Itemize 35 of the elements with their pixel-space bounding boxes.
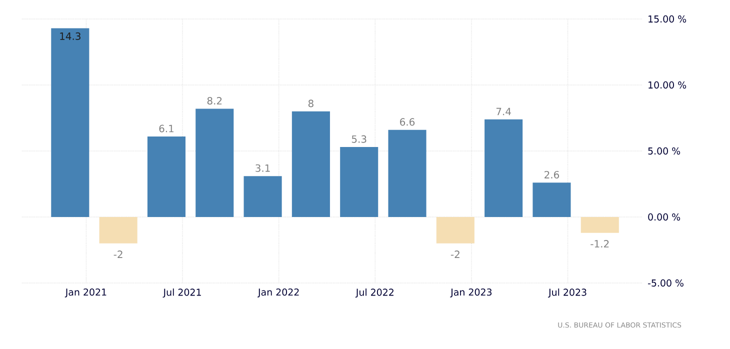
y-tick-label: 5.00 % <box>648 147 680 155</box>
data-label: -2 <box>114 250 122 258</box>
bar <box>388 130 426 217</box>
data-label: -1.2 <box>590 240 609 248</box>
data-label: 6.1 <box>159 124 174 132</box>
bar <box>532 182 571 217</box>
data-label: 6.6 <box>400 118 415 126</box>
y-tick-label: 15.00 % <box>648 15 686 23</box>
bar <box>340 147 378 217</box>
data-label: -2 <box>450 250 460 258</box>
y-tick-label: 10.00 % <box>648 81 686 89</box>
bar <box>147 136 186 217</box>
bar <box>292 111 330 217</box>
bar <box>244 176 282 217</box>
data-label: 2.6 <box>544 170 560 178</box>
y-tick-label: -5.00 % <box>648 279 684 287</box>
bar <box>436 217 474 244</box>
x-tick-label: Jan 2021 <box>64 288 106 298</box>
bar <box>196 108 234 217</box>
x-tick-label: Jan 2023 <box>450 288 492 298</box>
x-tick-label: Jul 2021 <box>162 288 201 298</box>
data-label: 7.4 <box>496 108 511 116</box>
data-label: 14.3 <box>60 32 80 40</box>
data-label: 8.2 <box>207 97 222 105</box>
bar <box>580 217 619 233</box>
data-label: 8 <box>308 100 314 108</box>
data-label: 3.1 <box>256 164 270 172</box>
x-tick-label: Jan 2022 <box>258 288 299 298</box>
bar <box>51 28 90 217</box>
data-label: 5.3 <box>352 135 366 143</box>
x-tick-label: Jul 2023 <box>548 288 586 298</box>
bar <box>484 119 523 217</box>
x-tick-label: Jul 2022 <box>355 288 394 298</box>
bar <box>99 217 138 244</box>
y-tick-label: 0.00 % <box>648 213 680 221</box>
